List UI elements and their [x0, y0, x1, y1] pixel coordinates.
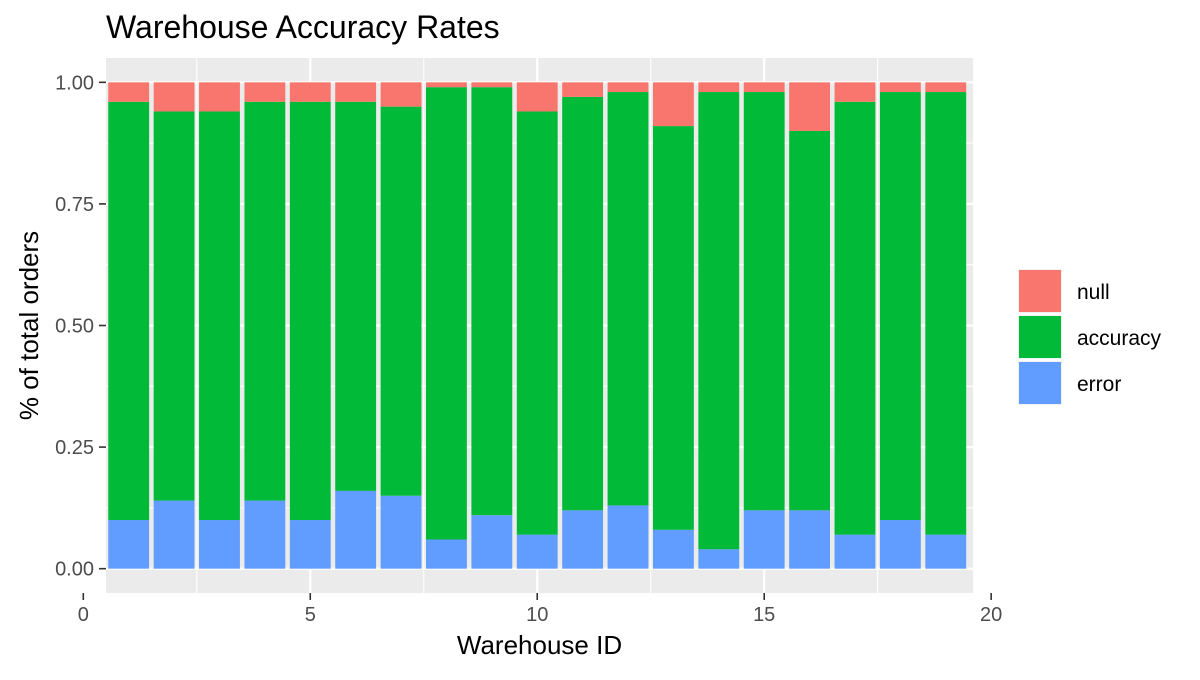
- bar-null-warehouse-18: [879, 82, 921, 93]
- y-tick-label: 0.75: [55, 194, 94, 216]
- bar-error-warehouse-8: [426, 539, 467, 569]
- bar-null-warehouse-8: [426, 82, 467, 88]
- bar-error-warehouse-13: [652, 529, 694, 569]
- bar-error-warehouse-9: [471, 515, 513, 569]
- bar-null-warehouse-16: [789, 82, 831, 131]
- bar-error-warehouse-3: [199, 520, 240, 569]
- bar-accuracy-warehouse-2: [153, 111, 195, 501]
- bar-accuracy-warehouse-9: [471, 87, 513, 516]
- bar-error-warehouse-12: [607, 505, 649, 569]
- legend: null accuracy error: [1018, 269, 1162, 405]
- legend-label-accuracy: accuracy: [1077, 327, 1162, 350]
- bar-null-warehouse-9: [471, 82, 513, 88]
- axes: 0.00 0.25 0.50 0.75 1.00 0 5 10 15 20: [55, 72, 1002, 626]
- bar-accuracy-warehouse-12: [607, 92, 649, 506]
- bar-accuracy-warehouse-4: [244, 101, 286, 501]
- legend-key-error: [1019, 362, 1061, 404]
- y-tick-label: 0.25: [55, 437, 94, 459]
- legend-label-null: null: [1077, 281, 1110, 304]
- x-tick-label: 20: [980, 604, 1002, 626]
- bar-error-warehouse-11: [562, 510, 604, 569]
- legend-key-accuracy: [1019, 316, 1061, 358]
- bar-accuracy-warehouse-16: [789, 130, 831, 511]
- legend-label-error: error: [1077, 373, 1121, 396]
- bar-accuracy-warehouse-5: [289, 101, 331, 521]
- bar-null-warehouse-7: [380, 82, 422, 107]
- bar-accuracy-warehouse-18: [879, 92, 921, 521]
- bar-null-warehouse-11: [562, 82, 604, 97]
- x-tick-label: 5: [305, 604, 316, 626]
- bar-accuracy-warehouse-17: [834, 101, 876, 535]
- bar-error-warehouse-16: [789, 510, 831, 569]
- bar-accuracy-warehouse-8: [426, 87, 467, 540]
- x-tick-label: 10: [526, 604, 548, 626]
- bar-error-warehouse-4: [244, 500, 286, 569]
- bar-accuracy-warehouse-13: [652, 126, 694, 530]
- y-tick-label: 1.00: [55, 72, 94, 94]
- bar-error-warehouse-6: [335, 490, 377, 569]
- bar-accuracy-warehouse-15: [743, 92, 785, 511]
- bar-error-warehouse-5: [289, 520, 331, 569]
- bar-error-warehouse-18: [879, 520, 921, 569]
- legend-key-null: [1019, 270, 1061, 312]
- bar-null-warehouse-15: [743, 82, 785, 93]
- bar-null-warehouse-19: [925, 82, 967, 93]
- x-tick-label: 0: [78, 604, 89, 626]
- y-tick-label: 0.50: [55, 316, 94, 338]
- bar-error-warehouse-17: [834, 534, 876, 569]
- x-axis-title: Warehouse ID: [457, 630, 622, 660]
- bar-accuracy-warehouse-10: [516, 111, 558, 535]
- bar-error-warehouse-7: [380, 495, 422, 569]
- bar-null-warehouse-13: [652, 82, 694, 127]
- bar-null-warehouse-4: [244, 82, 286, 102]
- bar-error-warehouse-14: [698, 549, 740, 569]
- bar-error-warehouse-15: [743, 510, 785, 569]
- bar-null-warehouse-2: [153, 82, 195, 112]
- bar-accuracy-warehouse-6: [335, 101, 377, 491]
- bar-accuracy-warehouse-3: [199, 111, 240, 521]
- bar-null-warehouse-14: [698, 82, 740, 93]
- bar-error-warehouse-19: [925, 534, 967, 569]
- bar-null-warehouse-5: [289, 82, 331, 102]
- bar-null-warehouse-17: [834, 82, 876, 102]
- bar-null-warehouse-1: [108, 82, 150, 102]
- bar-error-warehouse-1: [108, 520, 150, 569]
- bar-accuracy-warehouse-11: [562, 96, 604, 511]
- bar-null-warehouse-10: [516, 82, 558, 112]
- bar-accuracy-warehouse-7: [380, 106, 422, 496]
- bar-error-warehouse-2: [153, 500, 195, 569]
- bar-accuracy-warehouse-1: [108, 101, 150, 521]
- bar-null-warehouse-12: [607, 82, 649, 93]
- bar-accuracy-warehouse-19: [925, 92, 967, 535]
- x-tick-label: 15: [753, 604, 775, 626]
- y-tick-label: 0.00: [55, 559, 94, 581]
- y-axis-title: % of total orders: [14, 231, 44, 420]
- bar-accuracy-warehouse-14: [698, 92, 740, 550]
- bar-null-warehouse-6: [335, 82, 377, 102]
- bar-null-warehouse-3: [199, 82, 240, 112]
- bar-error-warehouse-10: [516, 534, 558, 569]
- chart-title: Warehouse Accuracy Rates: [106, 9, 500, 45]
- bars: [108, 82, 967, 569]
